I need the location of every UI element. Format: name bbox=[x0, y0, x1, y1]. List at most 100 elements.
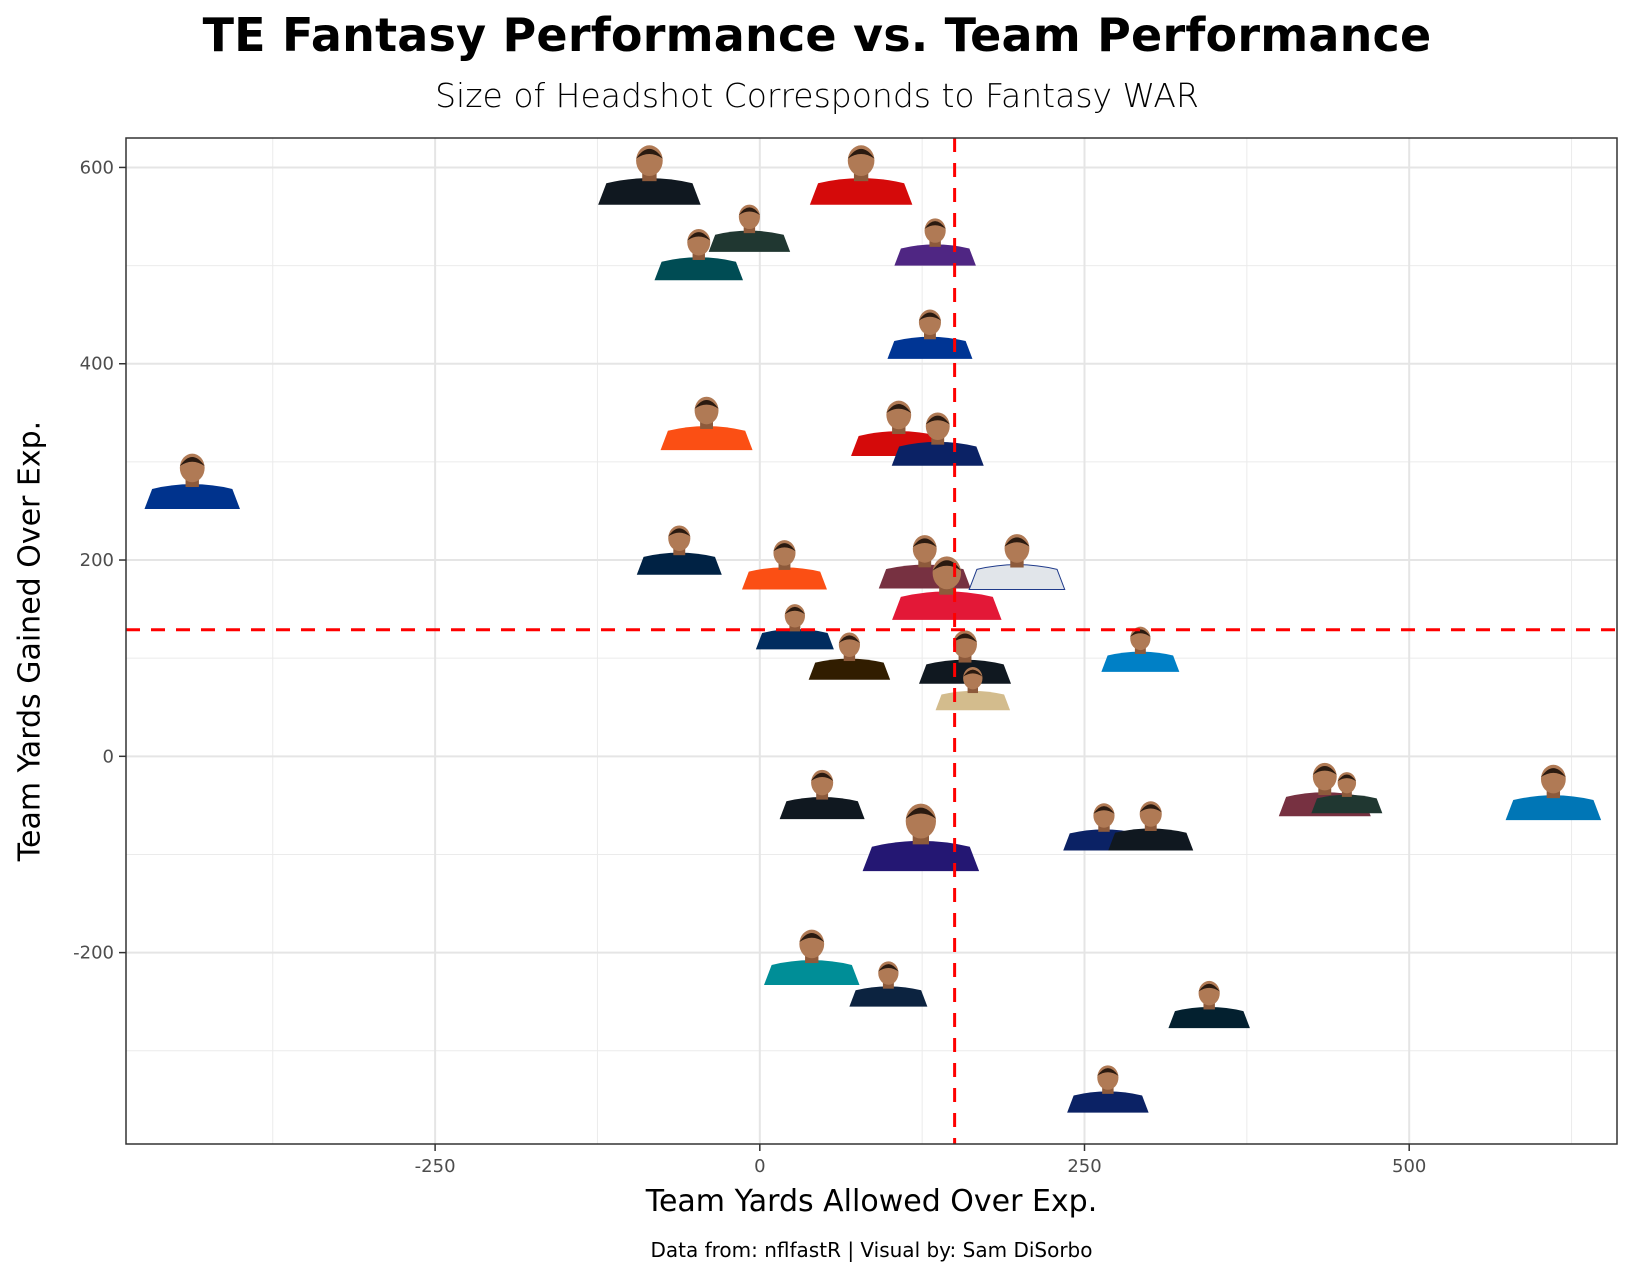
jersey-shape bbox=[1108, 828, 1194, 851]
player-headshot bbox=[598, 145, 701, 205]
hair-shape bbox=[925, 415, 950, 425]
jersey-shape bbox=[779, 797, 865, 820]
jersey-shape bbox=[1168, 1006, 1250, 1029]
player-headshot bbox=[1108, 801, 1194, 851]
jersey-shape bbox=[654, 257, 744, 281]
x-tick-label: -250 bbox=[415, 1156, 456, 1177]
player-headshot bbox=[809, 145, 913, 205]
jersey-shape bbox=[894, 244, 976, 266]
hair-shape bbox=[1130, 629, 1151, 637]
hair-shape bbox=[668, 528, 691, 537]
jersey-shape bbox=[660, 426, 753, 451]
player-headshot bbox=[144, 453, 240, 509]
y-tick-label: 600 bbox=[80, 157, 114, 178]
y-tick-label: 200 bbox=[80, 550, 114, 571]
player-headshot bbox=[636, 525, 722, 575]
player-headshot bbox=[741, 540, 827, 590]
player-headshot bbox=[849, 961, 928, 1007]
headshot-points bbox=[144, 145, 1602, 1113]
hair-shape bbox=[773, 543, 796, 552]
jersey-shape bbox=[968, 564, 1066, 590]
neck-shape bbox=[929, 240, 941, 247]
jersey-shape bbox=[849, 986, 928, 1007]
hair-shape bbox=[1312, 766, 1337, 775]
jersey-shape bbox=[741, 567, 827, 590]
hair-shape bbox=[738, 207, 761, 216]
hair-shape bbox=[1093, 806, 1115, 814]
neck-shape bbox=[912, 835, 930, 845]
y-axis-ticks: -200 0 200 400 600 bbox=[73, 157, 126, 964]
hair-shape bbox=[1198, 983, 1220, 992]
neck-shape bbox=[853, 172, 869, 182]
hair-shape bbox=[878, 964, 899, 972]
jersey-shape bbox=[636, 552, 722, 575]
neck-shape bbox=[1144, 824, 1157, 831]
hair-shape bbox=[924, 221, 946, 229]
jersey-shape bbox=[708, 230, 791, 252]
neck-shape bbox=[1102, 1087, 1114, 1094]
jersey-shape bbox=[1067, 1091, 1149, 1113]
hair-shape bbox=[847, 148, 875, 159]
player-headshot bbox=[1311, 772, 1383, 814]
neck-shape bbox=[931, 437, 945, 445]
y-tick-label: -200 bbox=[73, 943, 114, 964]
jersey-shape bbox=[891, 441, 984, 466]
jersey-shape bbox=[809, 178, 913, 205]
player-headshot bbox=[862, 803, 980, 872]
jersey-shape bbox=[1311, 794, 1383, 814]
jersey-shape bbox=[764, 960, 860, 986]
hair-shape bbox=[963, 669, 983, 677]
neck-shape bbox=[843, 654, 856, 662]
player-headshot bbox=[1505, 764, 1602, 821]
neck-shape bbox=[1546, 790, 1561, 799]
player-headshot bbox=[764, 929, 860, 986]
x-tick-label: 0 bbox=[754, 1156, 765, 1177]
neck-shape bbox=[1134, 647, 1146, 654]
jersey-shape bbox=[887, 336, 973, 359]
hair-shape bbox=[784, 606, 806, 615]
player-headshot bbox=[892, 556, 1002, 620]
hair-shape bbox=[838, 635, 861, 644]
jersey-shape bbox=[862, 840, 980, 872]
neck-shape bbox=[743, 226, 756, 234]
neck-shape bbox=[642, 172, 657, 182]
player-headshot bbox=[968, 534, 1066, 590]
neck-shape bbox=[778, 563, 791, 570]
neck-shape bbox=[1318, 787, 1332, 796]
panel-border bbox=[125, 137, 1618, 1145]
neck-shape bbox=[892, 426, 906, 435]
y-tick-label: 400 bbox=[80, 354, 114, 375]
neck-shape bbox=[789, 625, 801, 632]
neck-shape bbox=[1203, 1002, 1215, 1010]
hair-shape bbox=[179, 456, 205, 467]
reference-lines bbox=[126, 138, 1617, 1144]
hair-shape bbox=[953, 633, 977, 643]
player-headshot bbox=[1101, 626, 1180, 672]
chart-subtitle: Size of Headshot Corresponds to Fantasy … bbox=[435, 76, 1199, 115]
neck-shape bbox=[805, 955, 819, 964]
player-headshot bbox=[887, 309, 973, 359]
x-tick-label: 250 bbox=[1067, 1156, 1101, 1177]
player-headshot bbox=[894, 218, 976, 266]
x-tick-label: 500 bbox=[1392, 1156, 1426, 1177]
neck-shape bbox=[816, 792, 829, 800]
hair-shape bbox=[918, 312, 941, 321]
hair-shape bbox=[1540, 768, 1566, 778]
hair-shape bbox=[1337, 774, 1357, 782]
player-headshot bbox=[919, 630, 1012, 684]
jersey-shape bbox=[144, 484, 240, 509]
hair-shape bbox=[1004, 537, 1030, 547]
player-headshot bbox=[755, 604, 834, 650]
player-headshot bbox=[779, 769, 865, 820]
neck-shape bbox=[882, 982, 894, 989]
hair-shape bbox=[905, 807, 936, 819]
neck-shape bbox=[692, 252, 705, 260]
neck-shape bbox=[700, 421, 713, 429]
jersey-shape bbox=[1101, 651, 1180, 672]
caption: Data from: nflfastR | Visual by: Sam DiS… bbox=[650, 1238, 1093, 1262]
y-tick-label: 0 bbox=[103, 746, 114, 767]
neck-shape bbox=[967, 687, 979, 694]
hair-shape bbox=[799, 932, 825, 943]
hair-shape bbox=[1139, 804, 1162, 813]
